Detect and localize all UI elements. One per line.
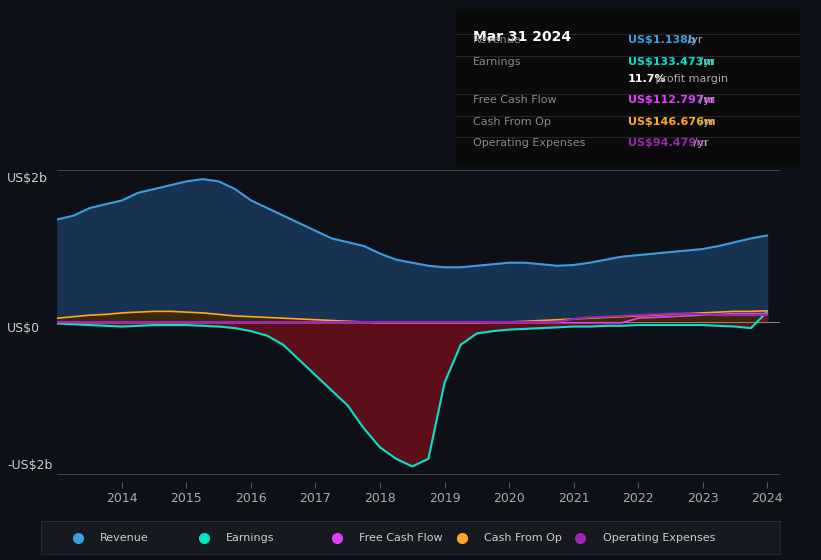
Text: 11.7%: 11.7% (628, 73, 667, 83)
Text: Cash From Op: Cash From Op (484, 533, 562, 543)
Text: Operating Expenses: Operating Expenses (603, 533, 715, 543)
Text: -US$2b: -US$2b (7, 459, 53, 472)
Text: Revenue: Revenue (100, 533, 149, 543)
Text: Earnings: Earnings (226, 533, 274, 543)
Text: US$2b: US$2b (7, 172, 48, 185)
Text: US$0: US$0 (7, 322, 40, 335)
Text: Cash From Op: Cash From Op (473, 116, 551, 127)
Text: US$112.797m: US$112.797m (628, 95, 715, 105)
Text: Revenue: Revenue (473, 35, 521, 45)
Text: US$146.676m: US$146.676m (628, 116, 716, 127)
Text: Mar 31 2024: Mar 31 2024 (473, 30, 571, 44)
Text: US$94.479m: US$94.479m (628, 138, 708, 148)
Text: profit margin: profit margin (652, 73, 728, 83)
Text: Free Cash Flow: Free Cash Flow (359, 533, 443, 543)
Text: /yr: /yr (696, 95, 715, 105)
Text: Earnings: Earnings (473, 57, 521, 67)
Text: /yr: /yr (684, 35, 703, 45)
Text: Free Cash Flow: Free Cash Flow (473, 95, 557, 105)
Text: Operating Expenses: Operating Expenses (473, 138, 585, 148)
Text: /yr: /yr (690, 138, 709, 148)
Text: /yr: /yr (696, 116, 715, 127)
Text: US$133.473m: US$133.473m (628, 57, 715, 67)
Text: US$1.138b: US$1.138b (628, 35, 696, 45)
Text: /yr: /yr (696, 57, 715, 67)
